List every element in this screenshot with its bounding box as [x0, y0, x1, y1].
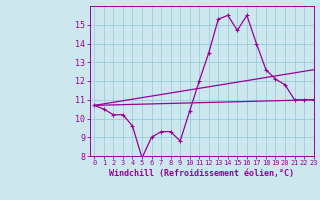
X-axis label: Windchill (Refroidissement éolien,°C): Windchill (Refroidissement éolien,°C): [109, 169, 294, 178]
